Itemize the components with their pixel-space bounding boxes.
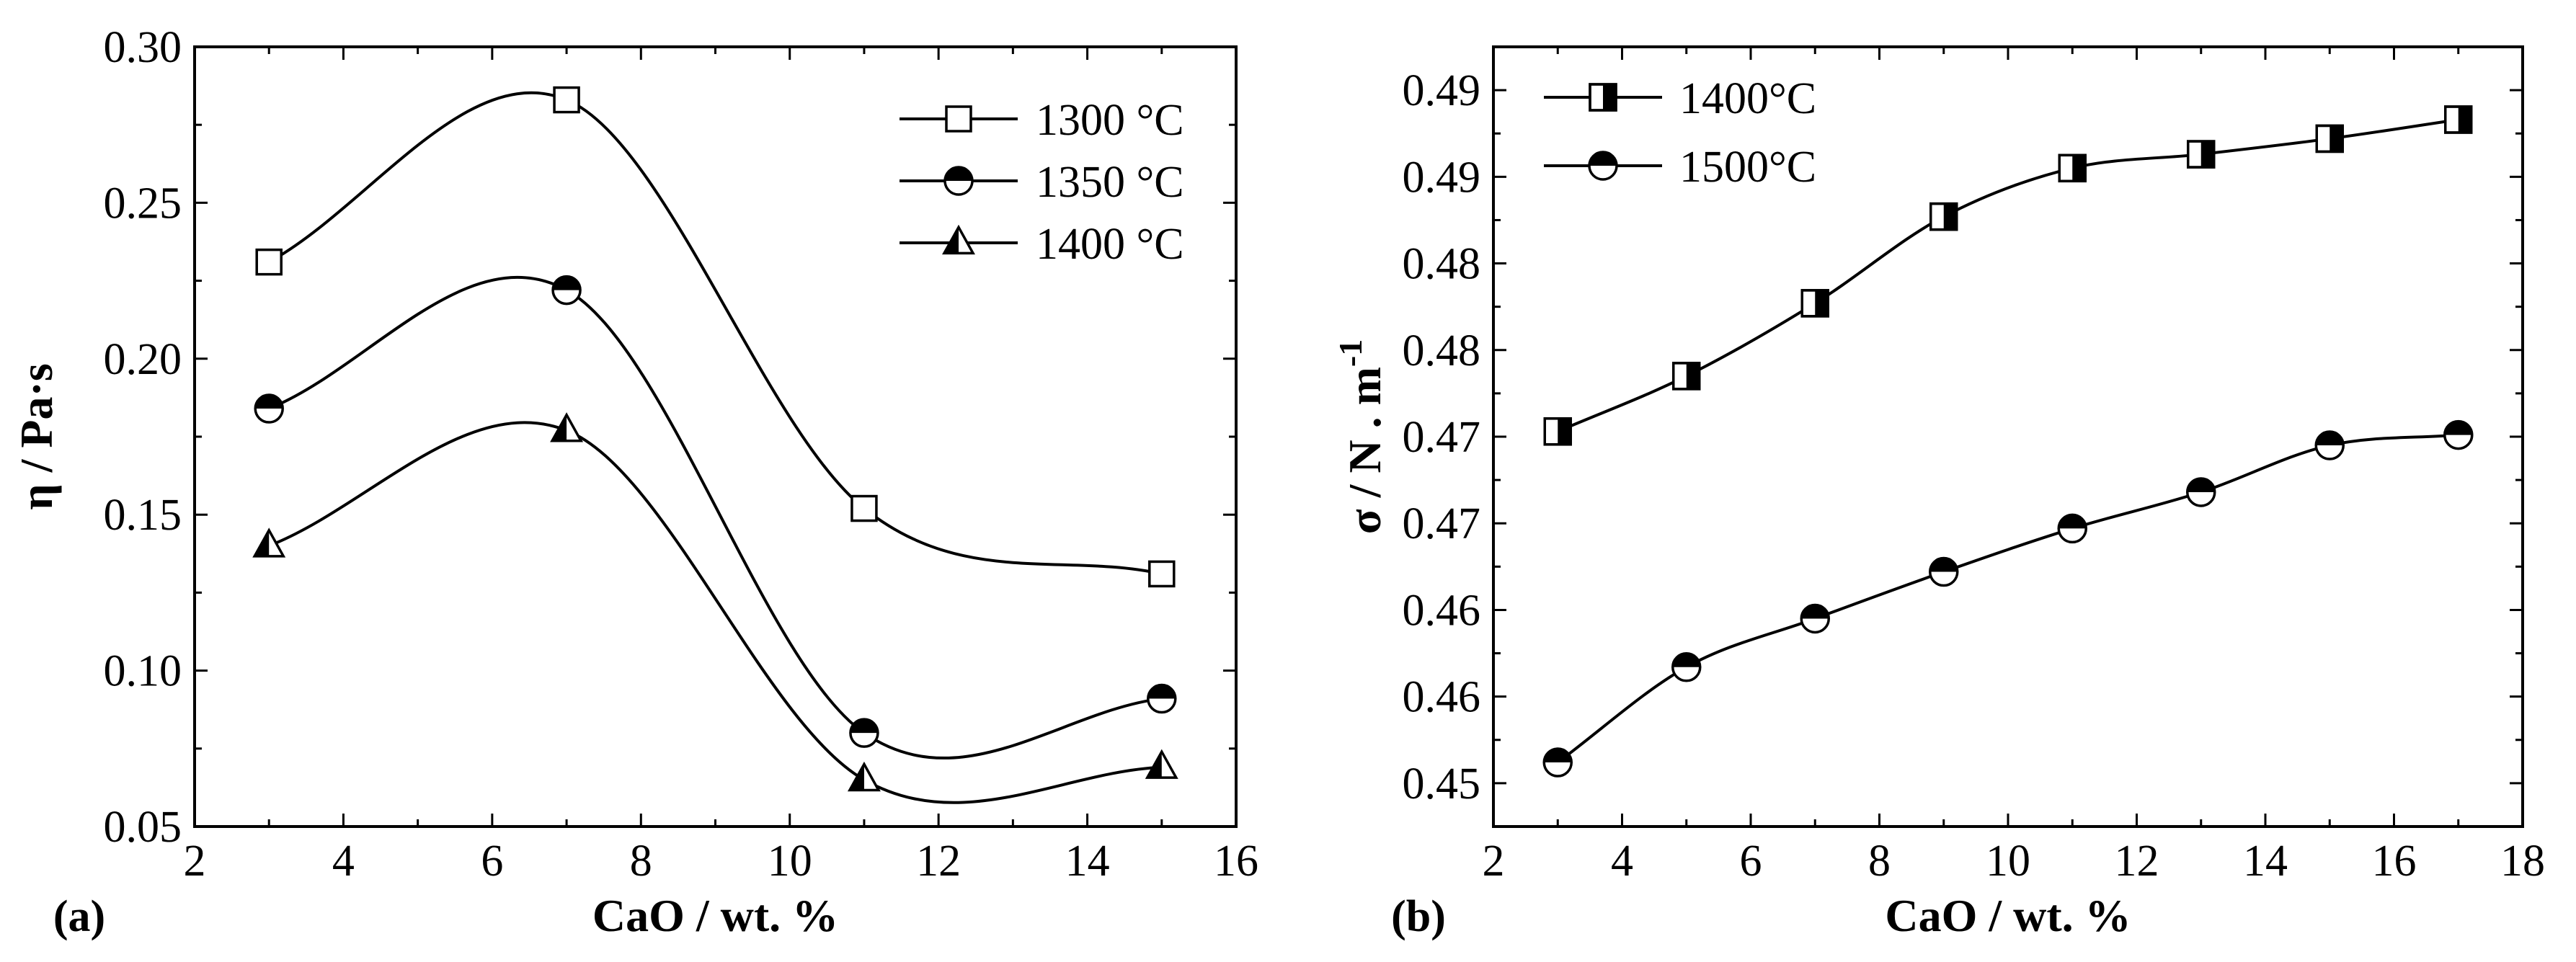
y-tick-label: 0.49 [1403, 153, 1481, 202]
legend-marker [1589, 83, 1617, 112]
y-tick-label: 0.20 [104, 335, 182, 384]
data-point [550, 412, 584, 442]
x-axis-title: CaO / wt. % [1885, 890, 2131, 941]
y-axis-title: η / Pa·s [11, 363, 62, 509]
plot-frame [1492, 45, 2524, 828]
y-tick-label: 0.15 [104, 491, 182, 540]
data-point [850, 494, 878, 522]
y-tick-label: 0.46 [1403, 586, 1481, 635]
chart-panel-2: 2 4 6 8 10 12 14 16 18 0.45 0.46 0.46 0.47 0.47 0.48 0.… [1332, 45, 2545, 941]
x-tick-label: 6 [481, 837, 503, 886]
data-point [1800, 289, 1829, 318]
data-point [1671, 652, 1702, 682]
x-axis-title: CaO / wt. % [592, 890, 838, 941]
data-point [254, 393, 284, 424]
y-tick-label: 0.45 [1403, 760, 1481, 809]
data-point [252, 527, 286, 558]
x-tick-label: 4 [1611, 837, 1633, 886]
x-tick-label: 6 [1740, 837, 1762, 886]
y-tick-label: 0.10 [104, 647, 182, 696]
chart-panel-1: 2 4 6 8 10 12 14 16 0.05 0.10 0.15 0.20 0.25 0.30 CaO … [11, 23, 1258, 941]
data-point [1800, 603, 1830, 634]
y-tick-label: 0.48 [1403, 326, 1481, 375]
series-line [1557, 118, 2459, 433]
panel-label: (a) [53, 892, 105, 941]
data-point [1148, 560, 1176, 588]
x-tick-label: 14 [2243, 837, 2288, 886]
y-tick-label: 0.48 [1403, 240, 1481, 289]
data-point [2315, 124, 2344, 153]
data-point [2186, 477, 2216, 507]
data-point [1543, 417, 1572, 446]
y-tick-label: 0.47 [1403, 499, 1481, 548]
x-tick-label: 2 [184, 837, 206, 886]
data-point [2058, 153, 2087, 183]
legend-marker [943, 166, 974, 196]
x-tick-label: 12 [2115, 837, 2159, 886]
panel-label: (b) [1391, 892, 1446, 941]
x-tick-label: 18 [2500, 837, 2545, 886]
legend-label: 1400°C [1679, 74, 1816, 123]
data-point [2187, 140, 2216, 169]
legend-label: 1350 °C [1036, 158, 1184, 207]
legend-label: 1300 °C [1036, 96, 1184, 145]
legend-marker [945, 105, 972, 133]
x-tick-label: 8 [630, 837, 652, 886]
data-point [2057, 513, 2087, 544]
y-axis-title: σ / N . m-1 [1332, 339, 1390, 534]
data-point [849, 718, 879, 748]
x-tick-label: 12 [916, 837, 961, 886]
x-tick-label: 14 [1065, 837, 1110, 886]
data-point [1929, 202, 1958, 231]
series-line [1557, 433, 2459, 764]
x-tick-label: 16 [1214, 837, 1258, 886]
data-point [2444, 105, 2473, 134]
y-tick-label: 0.30 [104, 23, 182, 72]
x-tick-label: 16 [2372, 837, 2417, 886]
x-tick-label: 2 [1483, 837, 1505, 886]
data-point [2314, 430, 2345, 460]
data-point [1145, 749, 1178, 779]
series-line [268, 421, 1162, 804]
series-line [268, 275, 1163, 760]
data-point [847, 761, 881, 792]
y-tick-label: 0.46 [1403, 673, 1481, 722]
legend: 1400°C 1500°C [1544, 74, 1816, 192]
data-point [1542, 747, 1573, 778]
x-tick-label: 10 [1986, 837, 2030, 886]
data-point [553, 86, 580, 114]
x-tick-label: 4 [332, 837, 355, 886]
data-point [255, 248, 283, 276]
data-point [1929, 556, 1959, 587]
legend-label: 1400 °C [1036, 220, 1184, 269]
data-point [1147, 683, 1177, 714]
x-tick-label: 10 [768, 837, 812, 886]
data-point [2443, 419, 2474, 450]
legend-marker [942, 224, 975, 255]
legend-label: 1500°C [1679, 143, 1816, 192]
legend: 1300 °C 1350 °C 1400 °C [900, 96, 1184, 269]
y-tick-label: 0.47 [1403, 413, 1481, 462]
series-line [268, 91, 1163, 576]
data-point [551, 275, 582, 306]
data-point [1672, 362, 1701, 391]
y-tick-label: 0.25 [104, 179, 182, 228]
y-tick-label: 0.05 [104, 803, 182, 852]
legend-marker [1588, 151, 1618, 181]
y-tick-label: 0.49 [1403, 66, 1481, 115]
x-tick-label: 8 [1868, 837, 1891, 886]
